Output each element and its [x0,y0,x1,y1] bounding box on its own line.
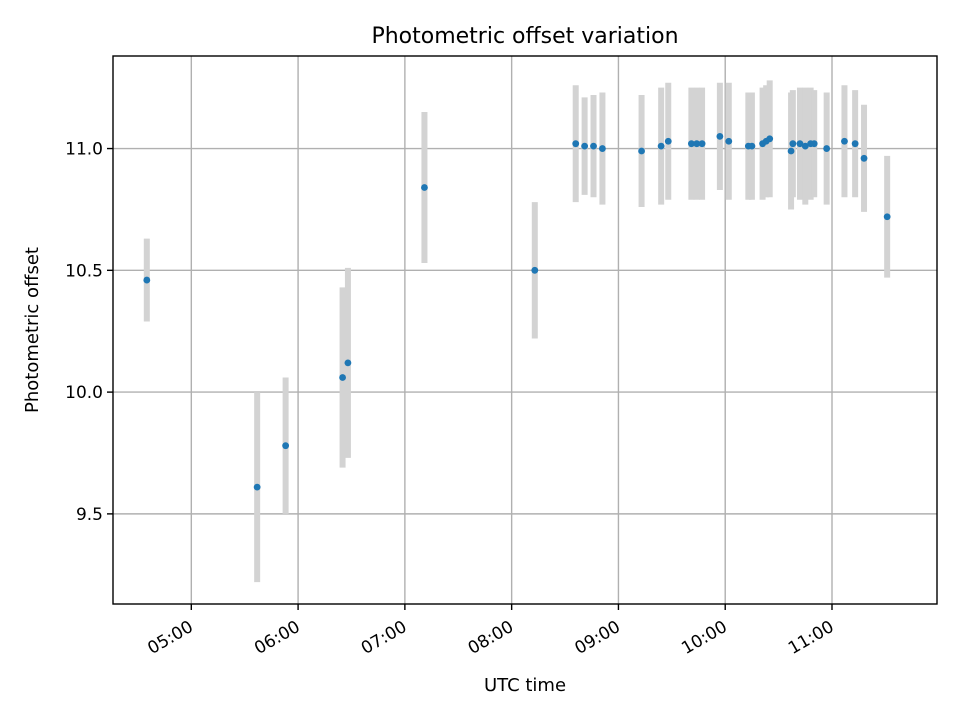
data-point [581,142,589,150]
x-tick-label: 10:00 [678,617,730,659]
data-point [698,140,706,148]
data-point [766,135,774,143]
y-axis-label: Photometric offset [22,247,43,413]
data-point [787,147,795,155]
y-tick-label: 9.5 [76,505,103,525]
data-point [599,145,606,152]
x-axis-label: UTC time [484,675,566,696]
x-axis-ticks: 05:00 06:00 07:00 08:00 09:00 10:00 11:00 [144,604,837,659]
data-point [725,137,733,145]
data-point [531,266,539,274]
y-tick-label: 10.5 [65,261,103,281]
x-tick-label: 08:00 [465,617,517,659]
chart-title: Photometric offset variation [371,24,678,49]
y-tick-label: 11.0 [65,140,103,160]
data-point [282,442,290,450]
x-tick-label: 07:00 [358,617,410,659]
data-point [664,137,672,145]
data-point [796,140,804,148]
data-point [841,137,848,145]
data-points [143,132,891,491]
data-point [143,276,151,284]
data-point [748,142,756,150]
data-point [253,483,261,491]
data-point [638,147,645,155]
x-tick-label: 06:00 [251,617,303,659]
data-point [693,140,701,148]
data-point [344,359,352,367]
x-tick-label: 11:00 [785,617,837,659]
data-point [801,142,809,150]
error-bars [143,80,891,583]
data-point [716,132,724,140]
data-point [572,140,580,148]
data-point [657,142,665,150]
y-tick-label: 10.0 [65,383,103,403]
data-point [810,140,818,148]
x-tick-label: 09:00 [571,617,623,659]
y-axis-ticks: 9.5 10.0 10.5 11.0 [65,140,113,525]
data-point [860,154,868,162]
x-tick-label: 05:00 [144,617,196,659]
data-point [590,142,597,150]
grid [113,56,937,604]
data-point [851,140,859,148]
data-point [883,213,891,221]
data-point [823,145,831,152]
data-point [688,140,695,148]
data-point [789,140,797,148]
data-point [339,374,346,381]
data-point [421,184,428,191]
plot-frame [112,55,938,605]
